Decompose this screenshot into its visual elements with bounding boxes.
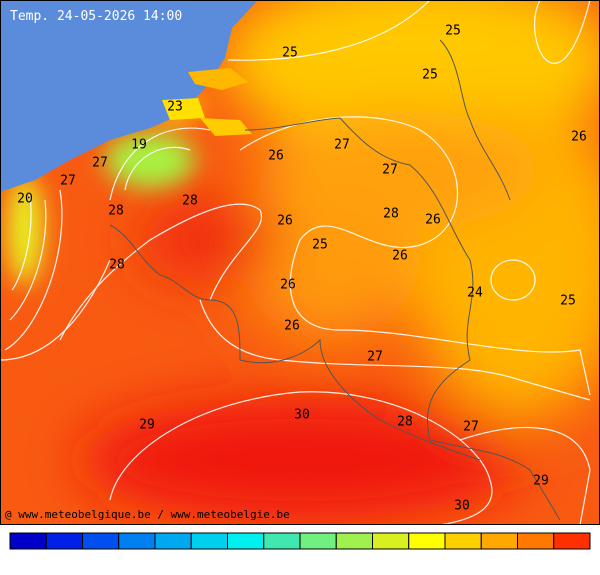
- isotherm-label: 25: [560, 294, 576, 309]
- isotherm-label: 26: [392, 249, 408, 264]
- isotherm-label: 26: [280, 278, 296, 293]
- scale-swatch: [9, 532, 47, 550]
- isotherm-label: 28: [108, 204, 124, 219]
- island: [188, 68, 248, 90]
- isotherm-label: 27: [334, 138, 350, 153]
- isotherm-label: 27: [60, 174, 76, 189]
- isotherm-label: 29: [139, 418, 155, 433]
- scale-swatch: [517, 532, 555, 550]
- isotherm-label: 25: [312, 238, 328, 253]
- scale-swatch: [227, 532, 265, 550]
- scale-swatch: [444, 532, 482, 550]
- isotherm-label: 25: [445, 24, 461, 39]
- isotherm-label: 27: [382, 163, 398, 178]
- scale-swatch: [335, 532, 373, 550]
- isotherm-label: 28: [397, 415, 413, 430]
- isotherm-label: 27: [367, 350, 383, 365]
- borders: [109, 39, 561, 521]
- isotherm-label: 26: [571, 130, 587, 145]
- credit: @ www.meteobelgique.be / www.meteobelgie…: [5, 508, 290, 521]
- scale-swatch: [553, 532, 591, 550]
- scale-swatch: [154, 532, 192, 550]
- island: [200, 118, 252, 136]
- isotherm-label: 19: [131, 138, 147, 153]
- isotherm-label: 23: [167, 100, 183, 115]
- isotherm-label: 27: [463, 420, 479, 435]
- scale-swatch: [82, 532, 120, 550]
- sea: [0, 0, 258, 192]
- scale-swatch: [299, 532, 337, 550]
- scale-swatch: [118, 532, 156, 550]
- scale-swatch: [190, 532, 228, 550]
- scale-swatch: [372, 532, 410, 550]
- isotherm-label: 20: [17, 192, 33, 207]
- isotherm-label: 25: [282, 46, 298, 61]
- isotherm-label: 28: [109, 258, 125, 273]
- isotherm-label: 30: [454, 499, 470, 514]
- isotherm-label: 28: [383, 207, 399, 222]
- isotherm-label: 29: [533, 474, 549, 489]
- isotherms: [0, 0, 591, 525]
- isotherm-label: 26: [284, 319, 300, 334]
- isotherm-label: 26: [268, 149, 284, 164]
- isotherm-label: 25: [422, 68, 438, 83]
- scale-swatch: [408, 532, 446, 550]
- isotherm-label: 27: [92, 156, 108, 171]
- scale-swatch: [480, 532, 518, 550]
- isotherm-label: 24: [467, 286, 483, 301]
- title: Temp. 24-05-2026 14:00: [10, 9, 182, 24]
- isotherm-label: 28: [182, 194, 198, 209]
- isotherm-label: 26: [277, 214, 293, 229]
- map-field: [0, 0, 600, 525]
- isotherm-label: 26: [425, 213, 441, 228]
- scale-swatch: [263, 532, 301, 550]
- scale-swatch: [45, 532, 83, 550]
- island: [162, 98, 205, 120]
- isotherm-label: 30: [294, 408, 310, 423]
